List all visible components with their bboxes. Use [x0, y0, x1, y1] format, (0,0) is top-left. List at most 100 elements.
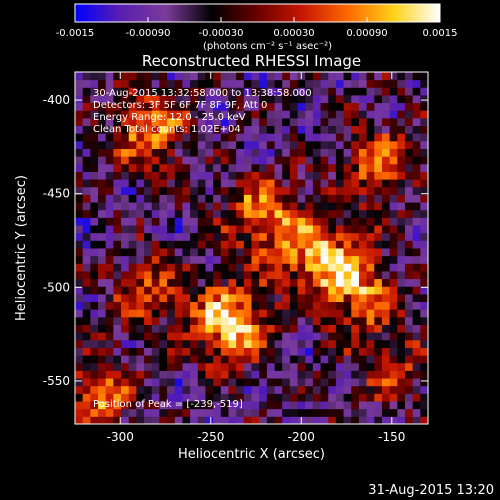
heatmap-cell [366, 339, 375, 348]
heatmap-cell [289, 163, 299, 172]
info-energy-range: Energy Range: 12.0 - 25.0 keV [93, 112, 246, 123]
heatmap-cell [259, 385, 268, 394]
heatmap-cell [151, 163, 160, 172]
heatmap-cell [274, 79, 283, 88]
heatmap-cell [113, 202, 122, 211]
heatmap-cell [174, 378, 183, 387]
heatmap-cell [282, 102, 291, 111]
heatmap-cell [228, 332, 237, 341]
heatmap-cell [305, 370, 314, 379]
heatmap-cell [205, 248, 214, 257]
heatmap-cell [167, 133, 176, 142]
heatmap-cell [197, 416, 206, 424]
heatmap-cell [335, 286, 345, 295]
heatmap-cell [190, 110, 199, 119]
heatmap-cell [159, 408, 168, 417]
heatmap-cell [351, 202, 360, 211]
heatmap-cell [312, 278, 322, 287]
heatmap-cell [343, 393, 352, 402]
heatmap-cell [266, 87, 275, 96]
heatmap-cell [381, 416, 391, 424]
heatmap-cell [343, 225, 352, 234]
heatmap-cell [381, 286, 391, 295]
heatmap-cell [190, 408, 199, 417]
heatmap-cell [404, 393, 414, 402]
heatmap-cell [312, 301, 322, 310]
heatmap-cell [404, 156, 414, 165]
heatmap-cell [289, 232, 299, 241]
heatmap-cell [297, 393, 306, 402]
heatmap-cell [351, 225, 360, 234]
heatmap-cell [243, 362, 252, 371]
heatmap-cell [343, 385, 352, 394]
heatmap-cell [128, 324, 137, 333]
heatmap-cell [144, 385, 153, 394]
heatmap-cell [289, 270, 299, 280]
heatmap-cell [312, 408, 322, 417]
heatmap-cell [113, 186, 122, 195]
heatmap-cell [167, 186, 176, 195]
heatmap-cell [397, 171, 406, 180]
heatmap-cell [136, 393, 145, 402]
heatmap-cell [274, 362, 283, 371]
heatmap-cell [397, 385, 406, 394]
heatmap-cell [90, 194, 99, 203]
heatmap-cell [420, 401, 428, 410]
heatmap-cell [205, 232, 214, 241]
heatmap-cell [243, 370, 252, 379]
heatmap-cell [205, 186, 214, 195]
heatmap-cell [228, 117, 237, 127]
heatmap-cell [151, 179, 160, 188]
heatmap-cell [251, 286, 260, 295]
heatmap-cell [381, 347, 391, 356]
heatmap-cell [144, 309, 153, 318]
heatmap-cell [82, 332, 91, 341]
heatmap-cell [374, 133, 383, 142]
heatmap-cell [128, 263, 137, 272]
heatmap-cell [305, 293, 314, 303]
heatmap-cell [305, 148, 314, 157]
heatmap-cell [282, 186, 291, 195]
heatmap-cell [420, 370, 428, 379]
heatmap-cell [75, 408, 84, 417]
heatmap-cell [328, 339, 337, 348]
heatmap-cell [151, 94, 160, 104]
heatmap-cell [151, 194, 160, 203]
heatmap-cell [105, 209, 114, 218]
heatmap-cell [266, 393, 275, 402]
heatmap-cell [159, 171, 168, 180]
heatmap-cell [151, 140, 160, 149]
heatmap-cell [197, 316, 206, 325]
heatmap-cell [182, 156, 191, 165]
heatmap-cell [343, 202, 352, 211]
heatmap-cell [343, 217, 352, 226]
heatmap-cell [251, 278, 260, 287]
heatmap-cell [358, 232, 368, 241]
heatmap-cell [113, 316, 122, 325]
heatmap-cell [397, 194, 406, 203]
heatmap-cell [190, 385, 199, 394]
heatmap-cell [266, 217, 275, 226]
heatmap-cell [228, 232, 237, 241]
heatmap-cell [121, 316, 130, 325]
heatmap-cell [420, 309, 428, 318]
heatmap-cell [128, 255, 137, 264]
heatmap-cell [190, 72, 199, 81]
heatmap-cell [282, 202, 291, 211]
heatmap-cell [397, 263, 406, 272]
heatmap-cell [213, 393, 222, 402]
heatmap-cell [136, 401, 145, 410]
heatmap-cell [128, 347, 137, 356]
heatmap-cell [328, 194, 337, 203]
heatmap-cell [259, 370, 268, 379]
heatmap-cell [389, 79, 398, 88]
heatmap-cell [121, 324, 130, 333]
heatmap-cell [151, 385, 160, 394]
heatmap-cell [243, 186, 252, 195]
heatmap-cell [251, 232, 260, 241]
heatmap-cell [190, 133, 199, 142]
heatmap-cell [274, 179, 283, 188]
heatmap-cell [404, 270, 414, 280]
heatmap-cell [159, 186, 168, 195]
heatmap-cell [335, 140, 345, 149]
